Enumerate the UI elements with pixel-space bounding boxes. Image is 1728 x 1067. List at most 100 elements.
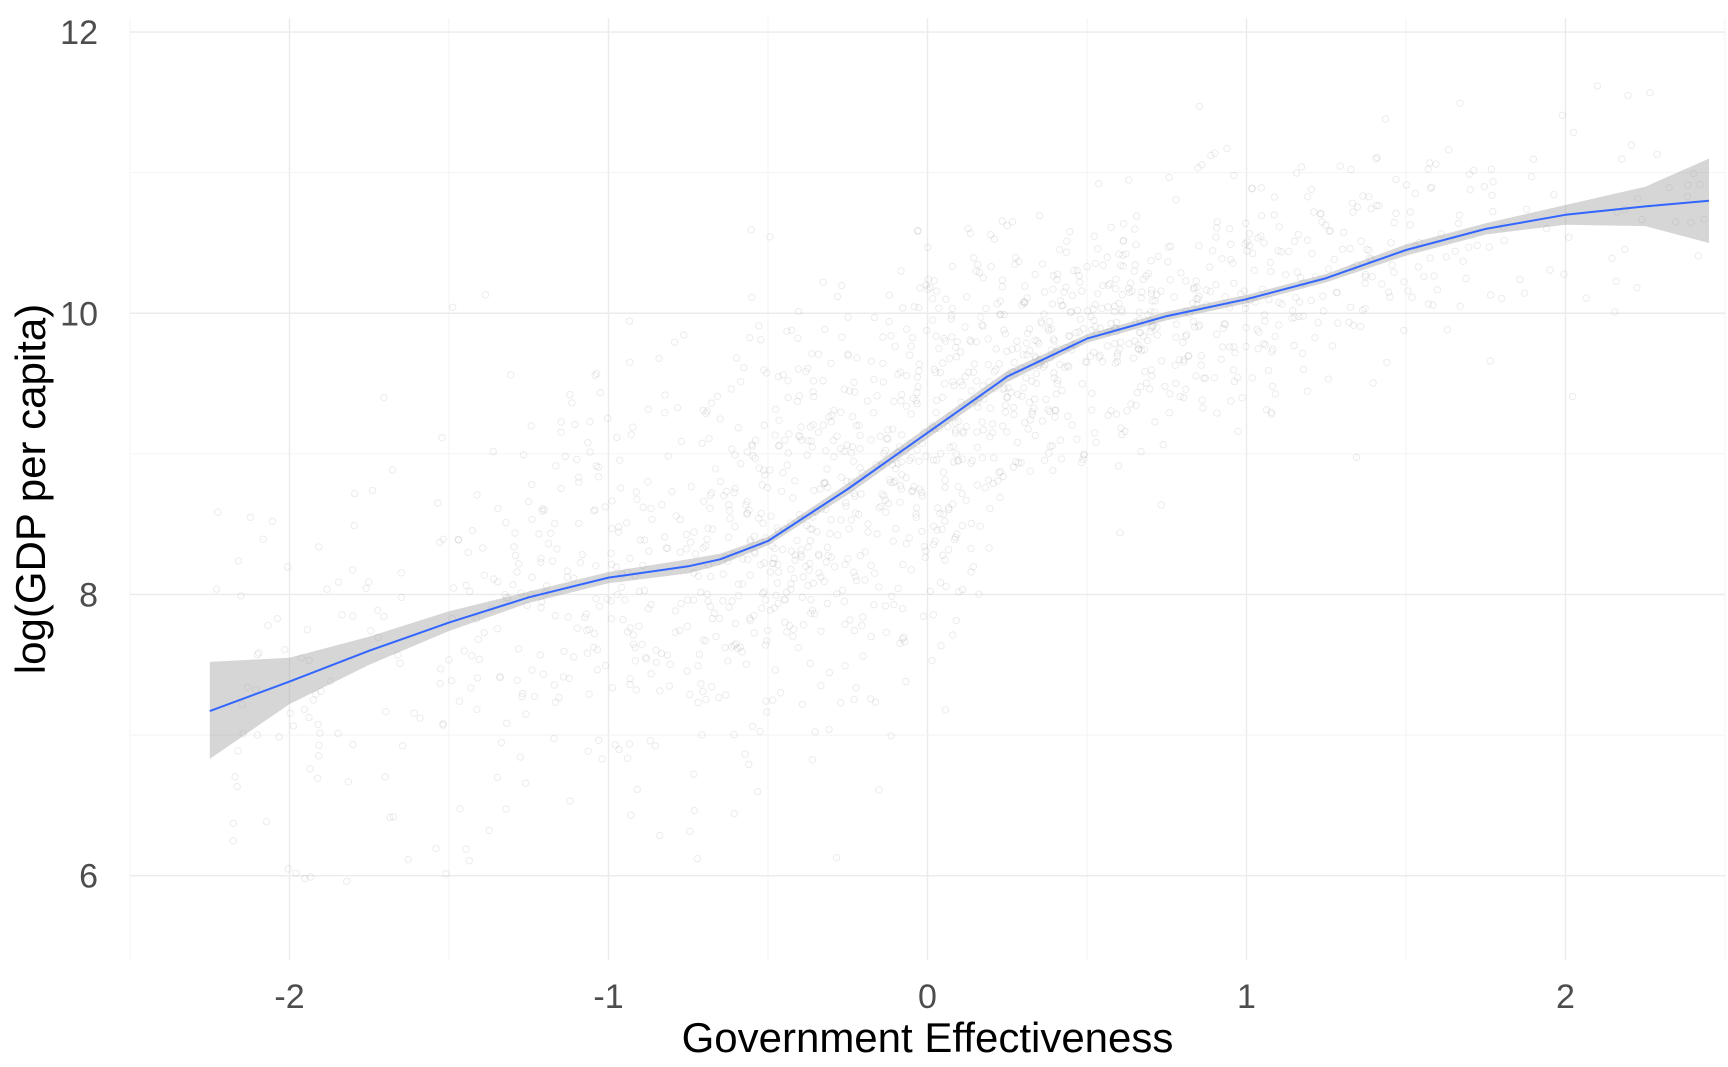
data-point [941, 476, 949, 484]
data-point [986, 433, 994, 441]
data-point [727, 385, 735, 393]
data-point [566, 390, 574, 399]
data-point [273, 615, 281, 623]
data-point [822, 505, 830, 514]
data-point [851, 509, 860, 517]
data-point [855, 421, 863, 429]
data-point [766, 606, 775, 614]
data-point [984, 361, 992, 369]
data-point [1083, 262, 1091, 271]
data-point [1221, 293, 1229, 301]
data-point [988, 420, 997, 428]
data-point [1223, 144, 1231, 153]
data-point [229, 819, 238, 827]
data-point [1132, 401, 1140, 409]
data-point [1372, 201, 1381, 210]
data-point [480, 628, 488, 637]
data-point [326, 677, 335, 685]
data-point [573, 624, 582, 632]
data-point [750, 629, 758, 637]
data-point [644, 478, 652, 486]
data-point [1348, 199, 1357, 208]
data-point [1014, 390, 1022, 399]
data-point [964, 368, 973, 376]
data-point [948, 304, 957, 313]
data-point [596, 602, 604, 610]
data-point [877, 502, 885, 510]
data-point [1297, 163, 1306, 171]
data-point [896, 639, 904, 648]
data-point [563, 573, 571, 581]
data-point [455, 697, 464, 705]
data-point [746, 616, 755, 625]
data-point [698, 731, 706, 739]
data-point [1051, 406, 1060, 415]
data-point [1053, 270, 1062, 278]
data-point [683, 667, 691, 675]
data-point [1119, 237, 1127, 245]
data-point [1357, 237, 1365, 245]
data-point [594, 463, 603, 471]
data-point [1248, 185, 1256, 193]
data-point [1261, 317, 1269, 325]
data-point [362, 584, 370, 592]
data-point [932, 332, 940, 340]
data-point [673, 403, 682, 412]
data-point [306, 873, 315, 881]
data-point [762, 697, 770, 705]
data-point [1165, 173, 1173, 182]
data-point [823, 543, 832, 551]
data-point [1056, 297, 1065, 305]
data-point [456, 805, 464, 813]
data-point [1118, 308, 1126, 316]
data-point [410, 709, 418, 717]
data-point [918, 527, 926, 536]
data-point [617, 583, 626, 592]
data-point [1516, 275, 1524, 284]
data-point [771, 431, 779, 439]
data-point [689, 596, 698, 604]
data-point [1032, 379, 1041, 387]
data-point [739, 555, 747, 563]
data-point [1424, 165, 1433, 173]
data-point [836, 408, 845, 416]
data-point [790, 574, 798, 582]
data-point [899, 304, 907, 312]
data-point [1194, 164, 1202, 172]
data-point [1073, 435, 1081, 443]
data-point [791, 477, 799, 485]
data-point [1038, 319, 1046, 327]
data-point [979, 322, 987, 330]
data-point [1165, 409, 1174, 417]
data-point [929, 611, 938, 619]
data-point [892, 465, 900, 473]
data-point [776, 689, 785, 697]
data-point [1254, 345, 1262, 353]
data-point [814, 428, 823, 436]
data-point [704, 597, 712, 605]
data-point [1346, 244, 1355, 253]
data-point [985, 544, 993, 552]
data-point [573, 455, 581, 464]
data-point [825, 668, 834, 677]
data-point [683, 622, 692, 630]
data-point [672, 512, 680, 520]
data-point [1058, 301, 1066, 310]
data-point [1182, 277, 1190, 285]
data-point [344, 778, 353, 786]
data-point [1367, 204, 1375, 213]
data-point [797, 550, 805, 559]
data-point [1465, 243, 1473, 251]
data-point [1092, 438, 1100, 447]
data-point [1017, 459, 1025, 467]
data-point [1000, 310, 1008, 319]
data-point [871, 698, 880, 706]
data-point [898, 604, 907, 613]
data-point [1694, 252, 1702, 260]
data-point [890, 397, 898, 406]
data-point [538, 597, 546, 606]
data-point [819, 377, 827, 385]
data-point [504, 594, 512, 602]
data-point [754, 514, 763, 522]
data-point [559, 673, 568, 681]
